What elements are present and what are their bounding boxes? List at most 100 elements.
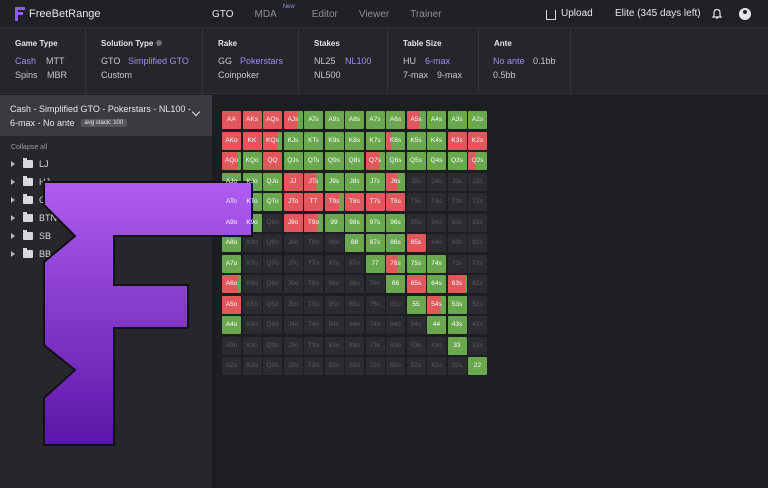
hand-cell[interactable]: T6s <box>386 193 405 211</box>
hand-cell[interactable]: T7s <box>365 193 385 211</box>
hand-cell[interactable]: 73s <box>447 254 467 273</box>
hand-cell[interactable]: J6o <box>283 275 303 293</box>
hand-cell[interactable]: 33 <box>447 336 467 355</box>
hand-cell[interactable]: 92o <box>324 357 344 375</box>
hand-cell[interactable]: 96s <box>386 213 405 232</box>
option-gg[interactable]: GG <box>218 56 233 66</box>
hand-cell[interactable]: KTs <box>304 131 323 150</box>
expand-arrow-icon[interactable] <box>11 233 15 239</box>
hand-cell[interactable]: T9s <box>324 193 344 211</box>
hand-cell[interactable]: AJo <box>222 172 241 191</box>
hand-cell[interactable]: 52o <box>406 357 426 375</box>
hand-cell[interactable]: A3o <box>222 336 241 355</box>
hand-cell[interactable]: J9s <box>324 172 344 191</box>
hand-cell[interactable]: T4o <box>304 316 323 334</box>
nav-trainer[interactable]: Trainer <box>410 8 442 20</box>
hand-cell[interactable]: T8s <box>345 193 364 211</box>
hand-cell[interactable]: T2o <box>304 357 323 375</box>
hand-cell[interactable]: Q3s <box>447 152 467 170</box>
hand-cell[interactable]: 85o <box>345 295 364 314</box>
hand-cell[interactable]: A7s <box>365 111 385 129</box>
hand-cell[interactable]: 73o <box>365 336 385 355</box>
hand-cell[interactable]: 96o <box>324 275 344 293</box>
tree-item-co[interactable]: CO <box>11 193 53 207</box>
bell-icon[interactable] <box>712 8 722 19</box>
hand-cell[interactable]: T5s <box>406 193 426 211</box>
hand-cell[interactable]: JTo <box>283 193 303 211</box>
hand-cell[interactable]: 32o <box>447 357 467 375</box>
hand-cell[interactable]: Q5s <box>406 152 426 170</box>
hand-cell[interactable]: QJo <box>263 172 282 191</box>
option-cash[interactable]: Cash <box>15 56 37 66</box>
upload-button[interactable]: Upload <box>546 8 593 20</box>
hand-cell[interactable]: A9s <box>324 111 344 129</box>
hand-cell[interactable]: 75s <box>406 254 426 273</box>
hand-cell[interactable]: 65o <box>386 295 405 314</box>
hand-cell[interactable]: J7o <box>283 254 303 273</box>
plan-status[interactable]: Elite (345 days left) <box>615 8 701 19</box>
hand-cell[interactable]: K5o <box>242 295 262 314</box>
option-mtt[interactable]: MTT <box>46 56 65 66</box>
expand-arrow-icon[interactable] <box>11 161 15 167</box>
option-0-1bb[interactable]: 0.1bb <box>533 56 556 66</box>
hand-cell[interactable]: AQs <box>263 111 282 129</box>
hand-cell[interactable]: 86o <box>345 275 364 293</box>
hand-cell[interactable]: 44 <box>427 316 446 334</box>
hand-cell[interactable]: J7s <box>365 172 385 191</box>
hand-cell[interactable]: K2o <box>242 357 262 375</box>
chevron-down-icon[interactable] <box>191 107 201 117</box>
hand-cell[interactable]: 63o <box>386 336 405 355</box>
hand-cell[interactable]: J9o <box>283 213 303 232</box>
hand-cell[interactable]: 32s <box>468 336 487 355</box>
hand-cell[interactable]: ATo <box>222 193 241 211</box>
solution-selector[interactable]: Cash - Simplified GTO - Pokerstars - NL1… <box>0 95 212 136</box>
hand-cell[interactable]: K9s <box>324 131 344 150</box>
hand-cell[interactable]: 85s <box>406 234 426 252</box>
option-nl500[interactable]: NL500 <box>314 70 341 80</box>
nav-mda[interactable]: MDA New <box>254 4 294 20</box>
hand-cell[interactable]: K7o <box>242 254 262 273</box>
hand-cell[interactable]: KJo <box>242 172 262 191</box>
hand-cell[interactable]: A9o <box>222 213 241 232</box>
hand-cell[interactable]: TT <box>304 193 323 211</box>
hand-cell[interactable]: Q9o <box>263 213 282 232</box>
hand-cell[interactable]: 72o <box>365 357 385 375</box>
hand-cell[interactable]: Q2o <box>263 357 282 375</box>
hand-cell[interactable]: J8o <box>283 234 303 252</box>
hand-cell[interactable]: 65s <box>406 275 426 293</box>
expand-arrow-icon[interactable] <box>11 215 15 221</box>
hand-cell[interactable]: 66 <box>386 275 405 293</box>
user-icon[interactable] <box>739 8 751 20</box>
hand-cell[interactable]: A2o <box>222 357 241 375</box>
hand-cell[interactable]: A5o <box>222 295 241 314</box>
hand-cell[interactable]: 94s <box>427 213 446 232</box>
tree-item-lj[interactable]: LJ <box>11 157 49 171</box>
option-coinpoker[interactable]: Coinpoker <box>218 70 260 80</box>
option-no-ante[interactable]: No ante <box>493 56 525 66</box>
hand-cell[interactable]: 64o <box>386 316 405 334</box>
option-gto[interactable]: GTO <box>101 56 121 66</box>
hand-cell[interactable]: T8o <box>304 234 323 252</box>
expand-arrow-icon[interactable] <box>11 251 15 257</box>
hand-cell[interactable]: 98s <box>345 213 364 232</box>
hand-cell[interactable]: 87s <box>365 234 385 252</box>
hand-cell[interactable]: KK <box>242 131 262 150</box>
hand-cell[interactable]: Q7s <box>365 152 385 170</box>
hand-cell[interactable]: J4s <box>427 172 446 191</box>
hand-cell[interactable]: 84s <box>427 234 446 252</box>
hand-cell[interactable]: A4s <box>427 111 446 129</box>
hand-cell[interactable]: 42s <box>468 316 487 334</box>
hand-cell[interactable]: 87o <box>345 254 364 273</box>
hand-cell[interactable]: T5o <box>304 295 323 314</box>
hand-cell[interactable]: Q7o <box>263 254 282 273</box>
hand-cell[interactable]: 92s <box>468 213 487 232</box>
option-nl100[interactable]: NL100 <box>345 56 372 66</box>
hand-cell[interactable]: 55 <box>406 295 426 314</box>
hand-cell[interactable]: 77 <box>365 254 385 273</box>
tree-item-bb[interactable]: BB <box>11 247 51 261</box>
hand-cell[interactable]: ATs <box>304 111 323 129</box>
hand-cell[interactable]: 84o <box>345 316 364 334</box>
option-simplified-gto[interactable]: Simplified GTO <box>128 56 189 66</box>
hand-cell[interactable]: Q6s <box>386 152 405 170</box>
hand-cell[interactable]: 74s <box>427 254 446 273</box>
